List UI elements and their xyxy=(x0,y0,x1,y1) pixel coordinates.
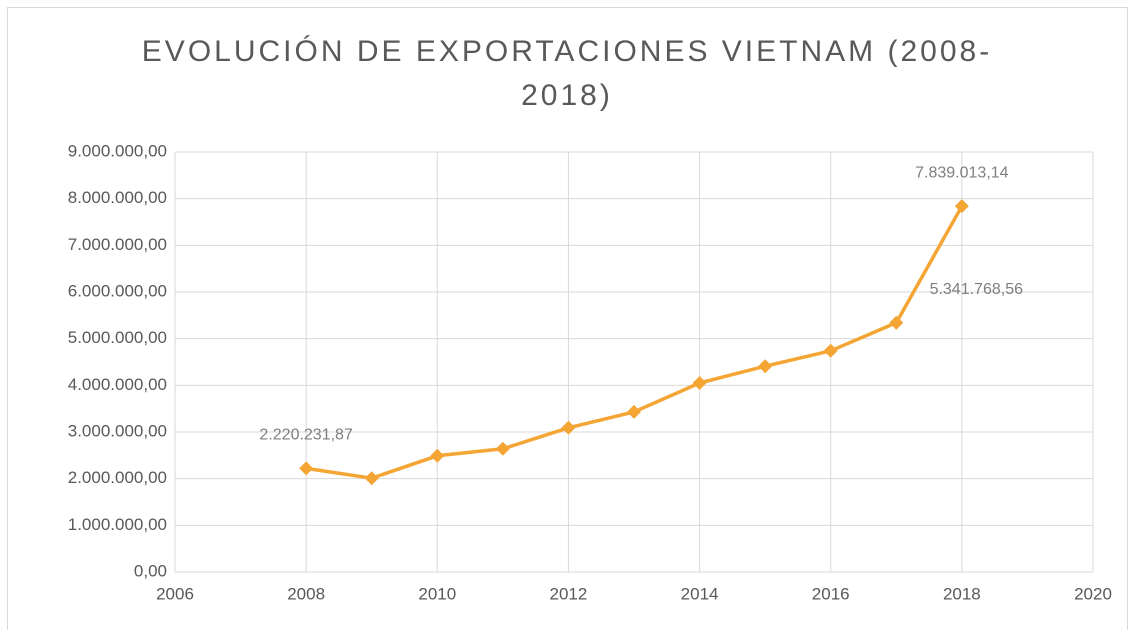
series-line xyxy=(305,205,964,480)
marker xyxy=(561,420,576,435)
chart-frame xyxy=(7,7,1128,630)
y-tick-label: 7.000.000,00 xyxy=(68,235,167,254)
marker xyxy=(823,343,838,358)
marker xyxy=(495,441,510,456)
y-tick-label: 5.000.000,00 xyxy=(68,328,167,347)
y-tick-label: 8.000.000,00 xyxy=(68,188,167,207)
marker xyxy=(692,376,707,390)
marker xyxy=(364,471,379,486)
data-label: 2.220.231,87 xyxy=(259,427,353,444)
marker xyxy=(758,359,773,374)
marker xyxy=(430,448,445,463)
x-tick-label: 2020 xyxy=(1074,584,1112,603)
data-label: 7.839.013,14 xyxy=(915,164,1009,181)
x-tick-label: 2018 xyxy=(943,584,981,603)
marker xyxy=(889,315,904,330)
y-tick-label: 4.000.000,00 xyxy=(68,375,167,394)
marker xyxy=(627,404,641,419)
y-tick-label: 3.000.000,00 xyxy=(68,421,167,440)
x-tick-label: 2012 xyxy=(550,584,588,603)
y-tick-label: 1.000.000,00 xyxy=(68,515,167,534)
y-tick-label: 2.000.000,00 xyxy=(68,468,167,487)
y-tick-label: 9.000.000,00 xyxy=(68,141,167,160)
x-tick-label: 2008 xyxy=(287,584,325,603)
x-tick-label: 2016 xyxy=(812,584,850,603)
y-tick-label: 6.000.000,00 xyxy=(68,281,167,300)
marker xyxy=(299,461,314,476)
x-tick-label: 2014 xyxy=(681,584,719,603)
marker xyxy=(954,199,969,214)
y-tick-label: 0,00 xyxy=(134,561,167,580)
data-label: 5.341.768,56 xyxy=(930,281,1024,298)
chart-title: EVOLUCIÓN DE EXPORTACIONES VIETNAM (2008… xyxy=(141,35,993,112)
x-tick-label: 2006 xyxy=(156,584,194,603)
x-tick-label: 2010 xyxy=(418,584,456,603)
